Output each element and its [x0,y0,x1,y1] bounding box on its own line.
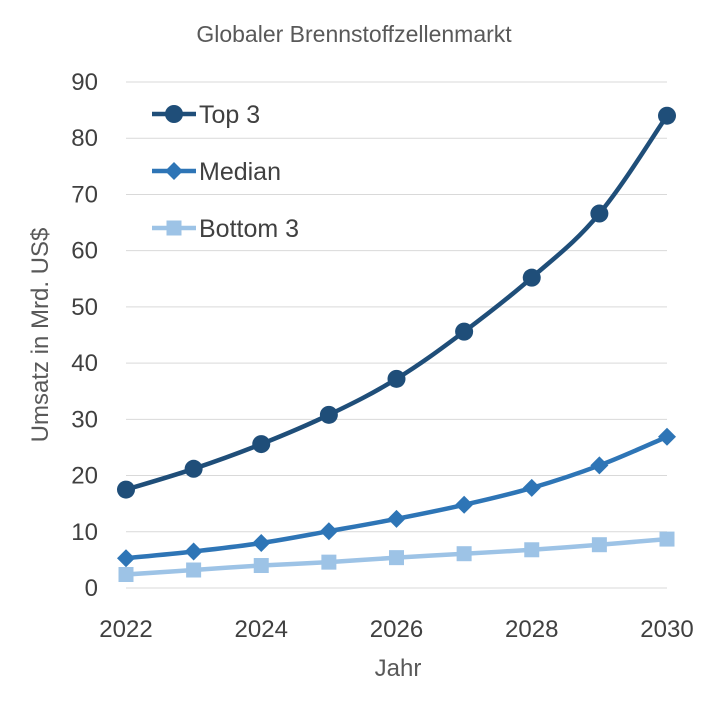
legend-item: Top 3 [152,101,260,129]
data-point [319,522,338,541]
data-point [591,537,607,553]
legend-label: Top 3 [199,101,260,129]
data-point [117,480,135,499]
x-tick-label: 2028 [505,616,558,643]
data-point [590,456,609,475]
data-point [321,554,337,570]
legend-item: Bottom 3 [152,215,299,243]
legend-label: Median [199,158,281,186]
legend-marker [165,105,183,123]
data-point [118,567,134,583]
data-point [184,542,203,561]
data-point [117,549,135,568]
data-point [590,204,609,223]
legend-item: Median [152,158,281,186]
data-point [387,509,406,528]
chart-title: Globaler Brennstoffzellenmarkt [196,21,512,47]
data-point [659,531,675,547]
data-point [522,268,541,287]
data-point [253,558,269,574]
y-tick-label: 40 [71,350,98,377]
legend-label: Bottom 3 [199,215,299,243]
y-axis-title: Umsatz in Mrd. US$ [27,228,54,443]
gridlines [126,81,667,589]
series-line [123,113,670,492]
legend: Top 3 Median Bottom 3 [152,101,299,243]
data-point [252,534,271,553]
data-point [524,542,540,558]
data-point [184,459,203,478]
series-median [117,427,676,568]
data-point [658,427,676,446]
data-point [389,550,404,566]
data-point [387,369,406,388]
y-tick-label: 10 [71,519,98,546]
y-tick-label: 20 [71,463,98,490]
data-point [456,546,472,562]
y-tick-label: 80 [71,125,98,152]
x-axis-title: Jahr [375,655,422,682]
legend-marker [166,220,182,236]
y-tick-label: 70 [71,181,98,208]
series-top-3 [117,106,676,499]
data-point [252,435,271,454]
y-tick-label: 60 [71,238,98,265]
data-point [455,495,474,514]
y-axis-ticks: 0 10 20 30 40 50 60 70 80 90 [71,69,98,602]
x-tick-label: 2030 [640,616,693,643]
data-point [658,106,676,125]
legend-marker [165,162,183,180]
data-point [522,478,541,497]
x-tick-label: 2024 [235,616,288,643]
x-tick-label: 2022 [99,616,152,643]
series-line [123,434,670,561]
y-tick-label: 90 [71,69,98,96]
x-tick-label: 2026 [370,616,423,643]
y-tick-label: 50 [71,294,98,321]
series-group [117,106,676,583]
data-point [319,405,338,424]
y-tick-label: 30 [71,406,98,433]
data-point [455,322,474,341]
series-bottom-3 [118,531,675,583]
y-tick-label: 0 [85,575,98,602]
data-point [186,562,202,578]
x-axis-ticks: 2022 2024 2026 2028 2030 [99,616,693,643]
